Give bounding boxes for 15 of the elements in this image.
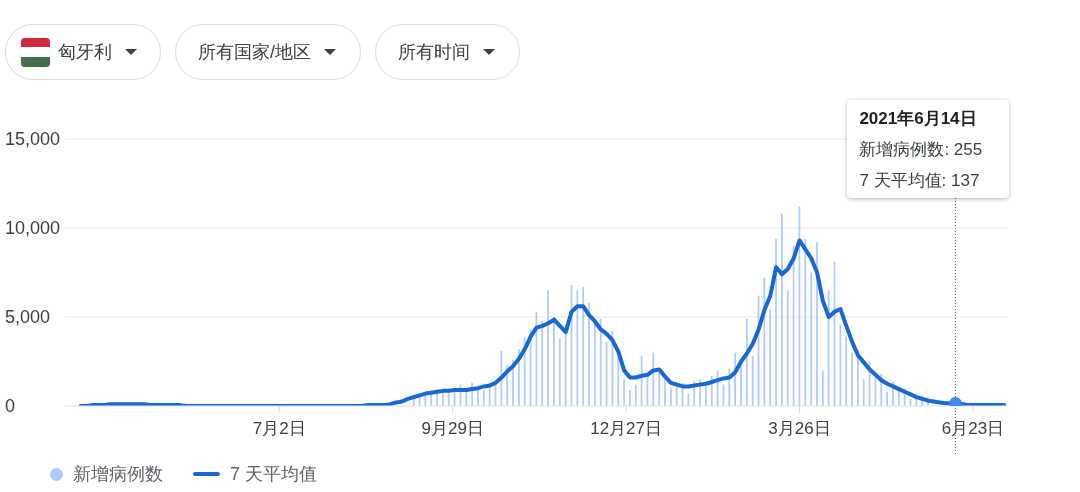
- annotation: 7 天平均值: 137: [859, 171, 980, 190]
- y-tick-label: 0: [5, 396, 16, 416]
- x-tick-label: 9月29日: [421, 418, 484, 438]
- text: 2021年6月14日: [859, 109, 977, 128]
- x-tick-label: 12月27日: [590, 418, 663, 438]
- legend-label: 新增病例数: [73, 463, 163, 486]
- x-tick-label: 7月2日: [252, 418, 306, 438]
- legend-label: 7 天平均值: [230, 463, 318, 486]
- y-tick-label: 15,000: [5, 129, 61, 149]
- x-tick-label: 3月26日: [768, 418, 831, 438]
- annotation: 新增病例数: 255: [859, 140, 983, 159]
- y-tick-label: 10,000: [5, 218, 61, 238]
- line-series: [78, 238, 1007, 406]
- x-tick-label: 6月23日: [941, 418, 1005, 438]
- y-tick-label: 5,000: [5, 307, 51, 327]
